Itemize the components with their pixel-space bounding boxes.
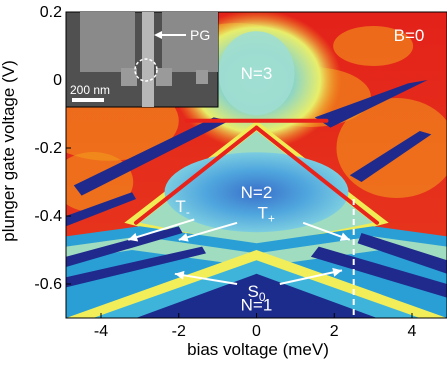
- region-n2: [164, 152, 349, 233]
- state-label: T-: [175, 197, 189, 219]
- x-axis-label: bias voltage (meV): [187, 340, 329, 359]
- region-label: N=3: [241, 64, 273, 83]
- x-tick-label: 0: [252, 323, 261, 340]
- lower-band-light: [66, 236, 447, 267]
- y-axis-label: plunger gate voltage (V): [0, 60, 18, 241]
- annotations: N=3 N=2 N=1 T- T+ S0: [127, 64, 351, 314]
- stripe-left-bottom: [66, 246, 206, 288]
- region-label: N=2: [241, 183, 273, 202]
- inset-gate-right: [162, 12, 218, 72]
- stripe-upper-left: [73, 117, 230, 196]
- arrow-1: [178, 221, 238, 241]
- inset-pg-arrow-head: [154, 31, 162, 39]
- arrow-0: [127, 218, 195, 241]
- sem-inset: PG 200 nm: [65, 11, 219, 108]
- stripe-upper-right: [314, 80, 428, 128]
- arrow-head-3: [174, 270, 185, 280]
- arrow-head-2: [339, 232, 350, 241]
- inset-contact-right: [156, 68, 172, 86]
- stripe-right-low: [357, 233, 447, 274]
- diamond-edge-upper-left: [133, 125, 259, 225]
- y-tick-label: -0.4: [34, 208, 62, 225]
- inset-contact-far: [196, 70, 208, 84]
- arrow-3: [174, 272, 238, 285]
- stripe-left-low: [66, 226, 183, 267]
- inset-nanowire: [142, 12, 154, 107]
- heatmap-warm-patch-5: [333, 26, 414, 66]
- y-tick-label: 0.2: [40, 4, 62, 21]
- inset-pg-label: PG: [190, 27, 210, 43]
- inset-gate-left: [80, 12, 135, 72]
- stripe-left-mid: [66, 192, 136, 227]
- inset-contact-left: [121, 68, 137, 86]
- x-tick-label: 2: [330, 323, 339, 340]
- state-label: T+: [258, 204, 275, 226]
- arrow-head-1: [178, 232, 189, 242]
- field-label: B=0: [394, 26, 425, 45]
- stripe-right-mid: [349, 131, 432, 182]
- diamond-edge-upper-right: [254, 125, 380, 225]
- stripe-right-bottom: [310, 246, 447, 298]
- axes: -4 -2 0 2 4 0.2 0 -0.2 -0.4 -0.6: [34, 4, 447, 340]
- region-n1-deep: [136, 273, 377, 318]
- arrow-4: [279, 269, 343, 285]
- x-tick-label: -4: [94, 323, 108, 340]
- y-tick-label: 0: [53, 72, 62, 89]
- region-n3-core: [218, 31, 295, 116]
- arrow-head-4: [332, 267, 343, 277]
- arrow-head-0: [128, 232, 139, 242]
- inset-scale-bar: [72, 98, 104, 102]
- x-tick-label: 4: [408, 323, 417, 340]
- inset-dot-circle: [134, 58, 158, 82]
- y-tick-label: -0.6: [34, 276, 62, 293]
- y-tick-label: -0.2: [34, 140, 62, 157]
- region-label: N=1: [241, 295, 273, 314]
- inset-scale-label: 200 nm: [70, 83, 110, 97]
- state-label: S0: [247, 282, 265, 304]
- x-tick-label: -2: [172, 323, 186, 340]
